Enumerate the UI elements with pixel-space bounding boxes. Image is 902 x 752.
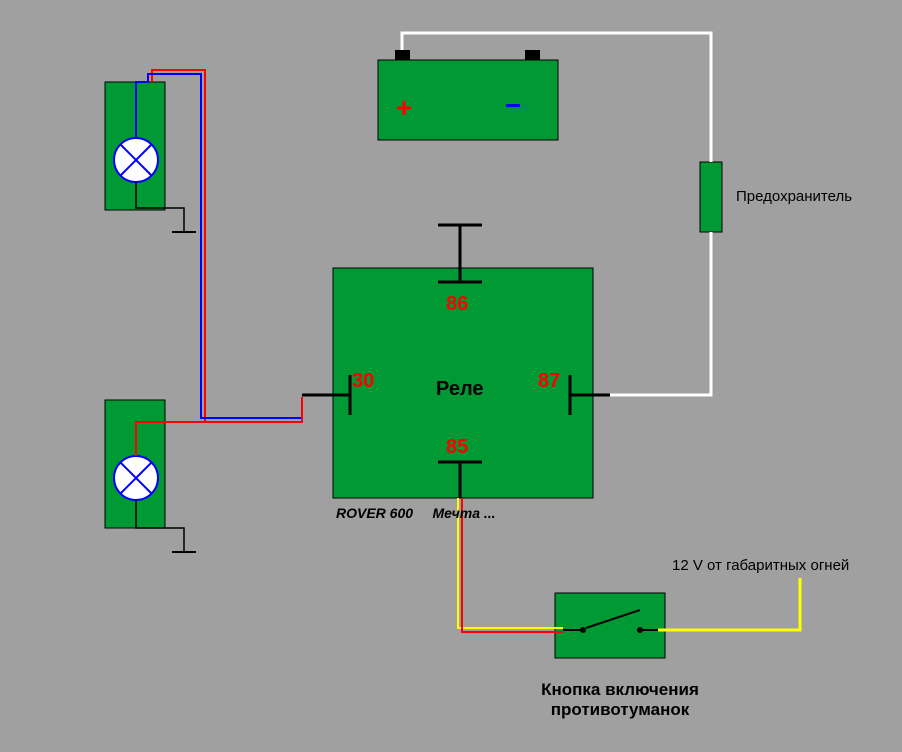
switch-box (555, 593, 665, 658)
relay-label: Реле (436, 378, 484, 401)
relay-footer: ROVER 600 Мечта ... (336, 505, 496, 521)
pin-86: 86 (446, 293, 468, 316)
pin-30: 30 (352, 370, 374, 393)
circuit-diagram (0, 0, 902, 752)
battery-plus: + (396, 92, 412, 124)
fuse-box (700, 162, 722, 232)
fuse-label: Предохранитель (736, 188, 852, 205)
wire-yellow-12v (658, 578, 800, 630)
battery-minus: − (505, 90, 521, 122)
pin-85: 85 (446, 436, 468, 459)
label-12v: 12 V от габаритных огней (672, 557, 849, 574)
switch-label: Кнопка включения противотуманок (520, 680, 720, 720)
pin-87: 87 (538, 370, 560, 393)
